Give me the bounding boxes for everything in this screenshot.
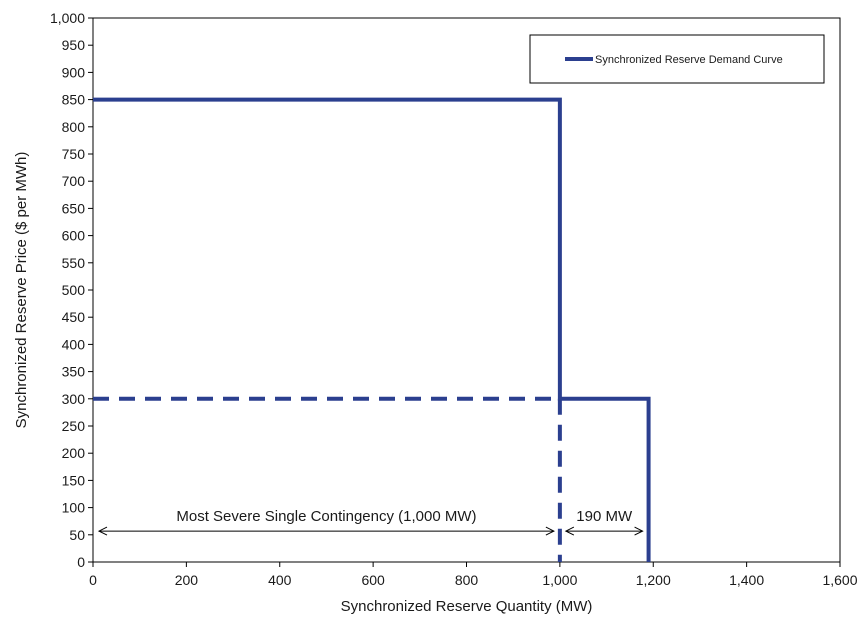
y-tick-label: 100 <box>62 500 86 516</box>
arrowhead-right <box>634 526 644 536</box>
x-tick-label: 0 <box>89 572 97 588</box>
y-tick-label: 300 <box>62 391 86 407</box>
y-tick-label: 950 <box>62 37 86 53</box>
y-tick-label: 200 <box>62 445 86 461</box>
y-tick-label: 350 <box>62 364 86 380</box>
x-tick-label: 1,200 <box>636 572 671 588</box>
y-axis-ticks: 0 50 100 150 200 250 300 350 400 450 500 550 600 650 7… <box>50 10 93 570</box>
series-lines <box>93 97 651 562</box>
y-tick-label: 600 <box>62 228 86 244</box>
x-tick-label: 400 <box>268 572 292 588</box>
y-tick-label: 700 <box>62 173 86 189</box>
reference-lines <box>93 396 562 562</box>
legend: Synchronized Reserve Demand Curve <box>529 34 825 84</box>
demand-curve-line <box>93 97 651 562</box>
annotations: Most Severe Single Contingency (1,000 MW… <box>97 508 644 536</box>
x-tick-label: 1,600 <box>822 572 857 588</box>
y-tick-label: 800 <box>62 119 86 135</box>
y-tick-label: 550 <box>62 255 86 271</box>
y-tick-label: 150 <box>62 472 86 488</box>
y-tick-label: 250 <box>62 418 86 434</box>
y-tick-label: 900 <box>62 64 86 80</box>
y-tick-label: 50 <box>69 527 85 543</box>
legend-label: Synchronized Reserve Demand Curve <box>595 54 783 66</box>
arrowhead-left <box>97 526 108 536</box>
y-tick-label: 400 <box>62 336 86 352</box>
annotation-label: 190 MW <box>576 508 633 525</box>
annotation-label: Most Severe Single Contingency (1,000 MW… <box>176 508 476 525</box>
x-axis-ticks: 0 200 400 600 800 1,000 1,200 1,400 1,600 <box>89 562 858 588</box>
arrowhead-right <box>545 526 555 536</box>
y-tick-label: 500 <box>62 282 86 298</box>
x-tick-label: 200 <box>175 572 199 588</box>
arrowhead-left <box>564 526 575 536</box>
y-tick-label: 750 <box>62 146 86 162</box>
y-axis-title: Synchronized Reserve Price ($ per MWh) <box>13 152 30 429</box>
y-tick-label: 650 <box>62 200 86 216</box>
y-tick-label: 1,000 <box>50 10 85 26</box>
x-tick-label: 1,400 <box>729 572 764 588</box>
x-tick-label: 600 <box>361 572 385 588</box>
x-axis-title: Synchronized Reserve Quantity (MW) <box>341 598 593 615</box>
y-tick-label: 850 <box>62 92 86 108</box>
x-tick-label: 800 <box>455 572 479 588</box>
y-tick-label: 450 <box>62 309 86 325</box>
x-tick-label: 1,000 <box>542 572 577 588</box>
y-tick-label: 0 <box>77 554 85 570</box>
